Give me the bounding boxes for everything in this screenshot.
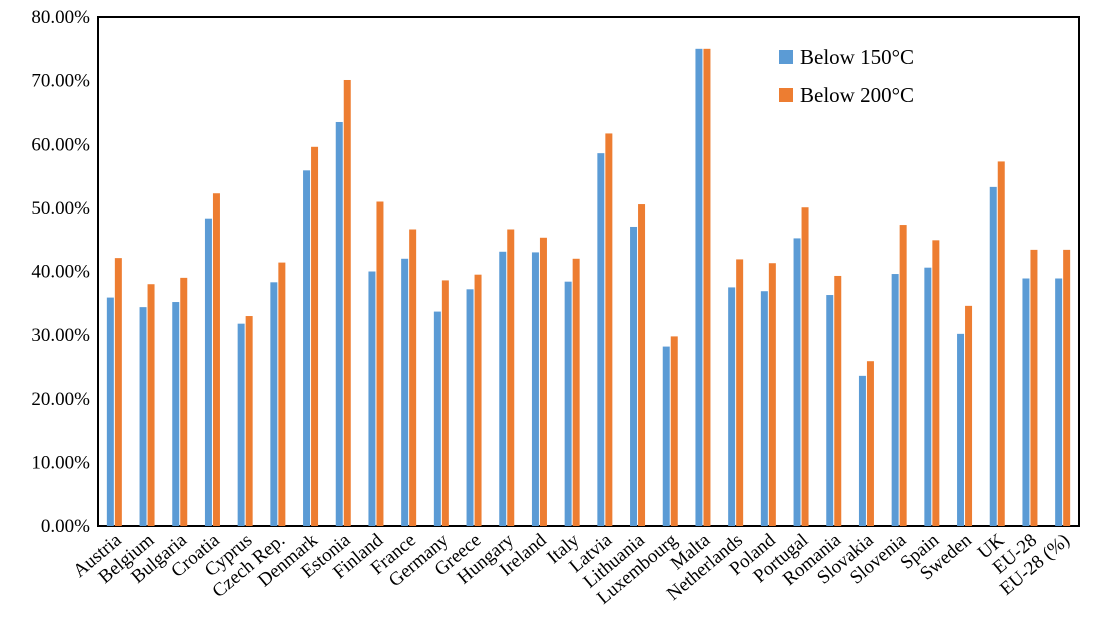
bar-below-150 (270, 282, 278, 526)
bars-group (106, 48, 1071, 527)
bar-below-150 (957, 333, 965, 526)
bar-below-200 (474, 274, 482, 526)
bar-below-150 (368, 271, 376, 526)
bar-below-200 (670, 336, 678, 526)
bar-below-200 (638, 204, 646, 526)
bar-below-150 (826, 295, 834, 526)
bar-below-200 (768, 263, 776, 526)
bar-below-200 (376, 201, 384, 526)
legend-label: Below 200°C (800, 83, 914, 107)
bar-below-200 (507, 229, 515, 526)
bar-below-200 (441, 280, 449, 526)
bar-below-200 (114, 258, 122, 526)
bar-below-200 (605, 133, 613, 526)
bar-below-200 (866, 361, 874, 526)
bar-below-150 (630, 226, 638, 526)
bar-below-150 (531, 252, 539, 526)
bar-below-200 (245, 316, 253, 526)
bar-below-200 (1030, 249, 1038, 526)
bar-below-200 (899, 225, 907, 526)
bar-below-200 (343, 79, 351, 527)
y-tick-label: 30.00% (31, 325, 90, 346)
bar-below-150 (433, 311, 441, 526)
bar-below-150 (1055, 278, 1063, 526)
bar-below-200 (278, 262, 286, 526)
bar-below-150 (499, 251, 507, 526)
y-tick-label: 60.00% (31, 134, 90, 155)
bar-below-200 (736, 259, 744, 526)
bar-below-200 (932, 240, 940, 527)
bar-below-200 (834, 275, 842, 526)
bar-below-200 (1063, 249, 1071, 526)
y-tick-label: 50.00% (31, 198, 90, 219)
bar-below-150 (564, 281, 572, 526)
legend-label: Below 150°C (800, 45, 914, 69)
bar-below-200 (997, 161, 1005, 526)
bar-below-200 (572, 258, 580, 526)
bar-below-150 (1022, 278, 1030, 526)
bar-below-150 (662, 346, 670, 526)
y-tick-label: 40.00% (31, 262, 90, 283)
bar-below-200 (147, 284, 155, 526)
bar-below-200 (180, 277, 188, 526)
bar-below-200 (311, 146, 319, 527)
bar-below-200 (965, 305, 973, 526)
bar-below-150 (204, 218, 212, 526)
bar-below-150 (335, 121, 343, 526)
bar-below-200 (409, 229, 417, 526)
y-axis: 0.00% 10.00% 20.00% 30.00% 40.00% 50.00% 60.00… (31, 7, 90, 537)
bar-below-150 (139, 307, 147, 526)
bar-below-150 (989, 186, 997, 526)
bar-below-200 (801, 207, 809, 526)
x-axis: AustriaBelgiumBulgariaCroatiaCyprusCzech… (69, 529, 1074, 608)
bar-below-150 (793, 238, 801, 527)
bar-below-150 (858, 375, 866, 526)
bar-below-150 (172, 302, 180, 526)
bar-below-150 (924, 267, 932, 526)
legend-swatch (779, 88, 793, 102)
bar-below-200 (539, 237, 547, 526)
bar-below-150 (466, 289, 474, 526)
bar-below-150 (303, 170, 311, 526)
bar-below-150 (106, 297, 114, 526)
bar-below-150 (728, 287, 736, 526)
bar-below-200 (212, 193, 220, 526)
bar-below-150 (401, 258, 409, 526)
y-tick-label: 20.00% (31, 389, 90, 410)
bar-below-150 (237, 323, 245, 526)
bar-below-150 (760, 291, 768, 526)
legend: Below 150°C Below 200°C (779, 45, 914, 107)
y-tick-label: 70.00% (31, 71, 90, 92)
plot-area-border (97, 16, 1080, 527)
y-tick-label: 0.00% (41, 516, 90, 537)
bar-below-150 (597, 153, 605, 526)
y-tick-label: 10.00% (31, 452, 90, 473)
y-tick-label: 80.00% (31, 7, 90, 28)
bar-below-150 (891, 274, 899, 526)
bar-below-150 (695, 48, 703, 526)
legend-swatch (779, 50, 793, 64)
bar-below-200 (703, 48, 711, 526)
